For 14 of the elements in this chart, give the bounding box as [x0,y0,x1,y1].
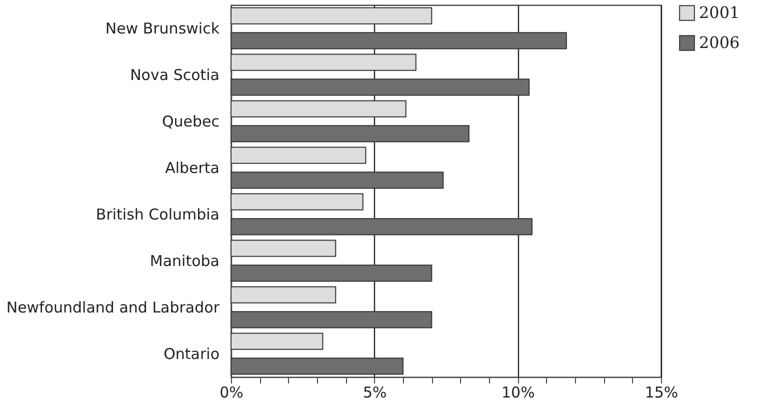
x-tick-label: 15% [644,384,678,402]
x-tick-label: 10% [501,384,535,402]
x-tick-label: 0% [220,384,244,402]
y-tick-label: Newfoundland and Labrador [6,298,220,316]
y-tick-label: Alberta [165,158,220,177]
legend-label: 2006 [699,33,740,52]
legend-label: 2001 [699,3,740,22]
y-tick-label: Nova Scotia [130,66,220,84]
y-tick-label: New Brunswick [105,19,220,38]
x-tick-label: 5% [362,384,387,402]
y-tick-label: British Columbia [96,205,220,224]
y-tick-label: Ontario [164,344,220,363]
y-tick-label: Manitoba [150,252,220,270]
y-tick-label: Quebec [162,112,220,130]
